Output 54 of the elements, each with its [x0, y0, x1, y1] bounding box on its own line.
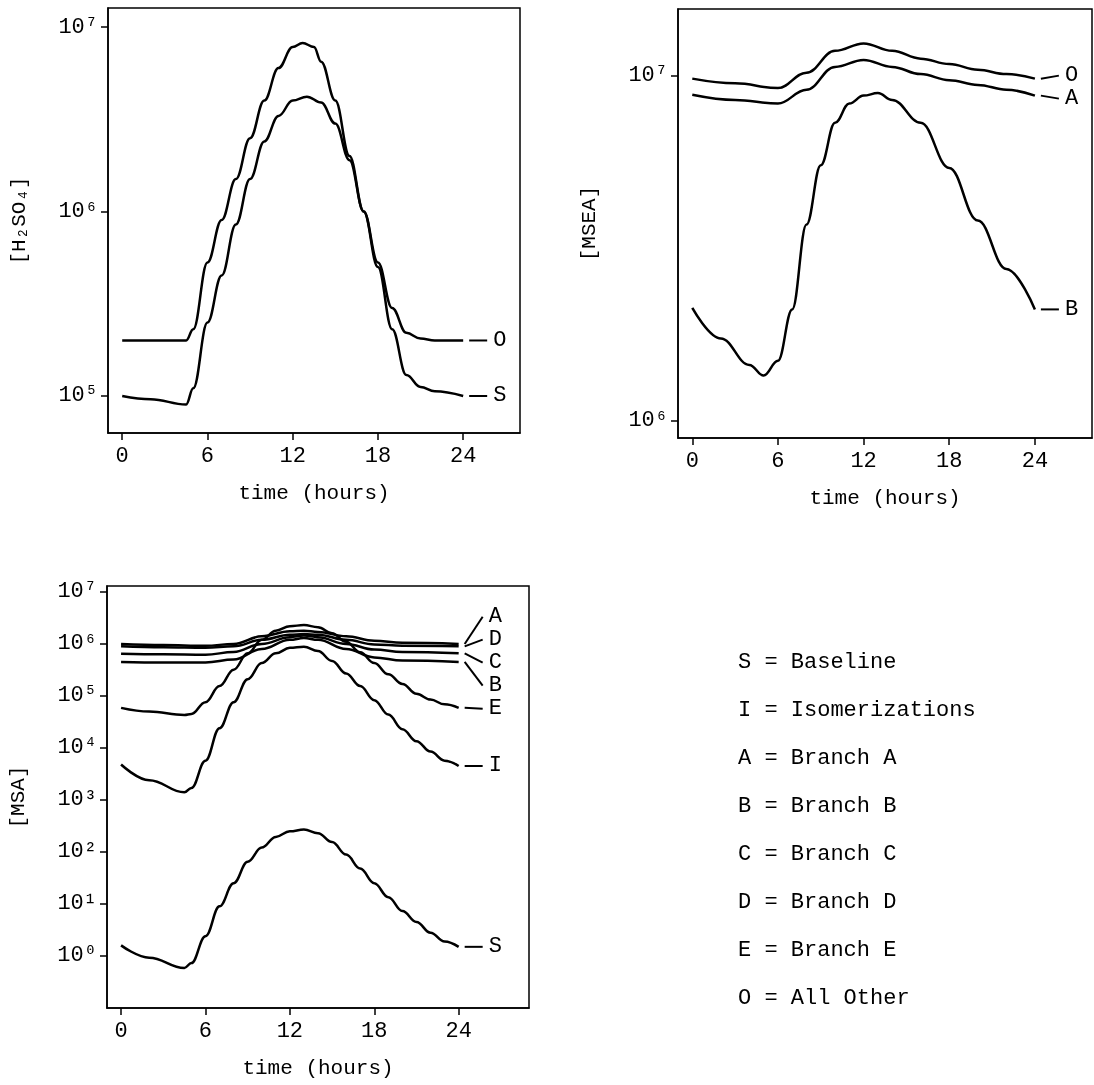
x-tick-label: 18	[364, 443, 392, 469]
x-tick-label: 18	[936, 448, 963, 474]
text: A = Branch A	[738, 745, 898, 773]
x-tick-label: 12	[850, 448, 877, 474]
x-tick-label: 0	[115, 443, 129, 469]
text: O = All Other	[738, 985, 911, 1013]
legend-label: C	[488, 650, 502, 676]
text: E = Branch E	[738, 937, 898, 965]
y-axis-title: [MSA]	[7, 765, 30, 829]
y-tick-label: 10⁶	[58, 199, 98, 225]
legend-label: O	[493, 327, 507, 353]
x-tick-label: 6	[198, 1018, 213, 1044]
x-tick-label: 0	[114, 1018, 128, 1044]
x-tick-label: 24	[449, 443, 477, 469]
y-tick-label: 10⁶	[628, 408, 668, 434]
y-tick-label: 10⁵	[58, 383, 98, 409]
legend-label: B	[1064, 296, 1079, 322]
y-axis-title: [H₂SO₄]	[8, 176, 31, 265]
x-tick-label: 18	[361, 1018, 388, 1044]
y-tick-label: 10⁰	[57, 943, 97, 969]
text: D = Branch D	[738, 889, 898, 917]
y-tick-label: 10²	[57, 839, 97, 865]
series-label: B	[488, 673, 502, 699]
legend-label: O	[1064, 63, 1079, 89]
text: B = Branch B	[738, 793, 898, 821]
text: C = Branch C	[738, 841, 898, 869]
x-tick-label: 6	[771, 448, 785, 474]
y-tick-label: 10⁷	[58, 14, 98, 40]
y-tick-label: 10³	[57, 787, 97, 813]
x-tick-label: 12	[276, 1018, 304, 1044]
y-axis-title: [MSEA]	[578, 185, 601, 262]
legend-label: A	[1064, 86, 1079, 112]
legend-label: S	[493, 383, 507, 409]
x-axis-title: time (hours)	[809, 487, 961, 510]
x-axis-title: time (hours)	[242, 1057, 394, 1080]
text: S = Baseline	[738, 649, 898, 677]
text: I = Isomerizations	[738, 697, 977, 725]
legend-label: S	[488, 934, 502, 960]
legend-label: A	[488, 604, 503, 630]
y-tick-label: 10¹	[57, 891, 97, 917]
legend-label: I	[488, 753, 502, 779]
y-tick-label: 10⁷	[57, 579, 97, 605]
legend-label: E	[488, 696, 502, 722]
y-tick-label: 10⁴	[57, 735, 97, 761]
x-tick-label: 0	[685, 448, 699, 474]
y-tick-label: 10⁶	[57, 631, 97, 657]
x-tick-label: 6	[200, 443, 215, 469]
x-tick-label: 24	[445, 1018, 472, 1044]
y-tick-label: 10⁷	[628, 63, 668, 89]
x-axis-title: time (hours)	[238, 482, 390, 505]
x-tick-label: 24	[1021, 448, 1049, 474]
y-tick-label: 10⁵	[57, 683, 97, 709]
x-tick-label: 12	[279, 443, 306, 469]
legend-label: D	[488, 627, 502, 653]
